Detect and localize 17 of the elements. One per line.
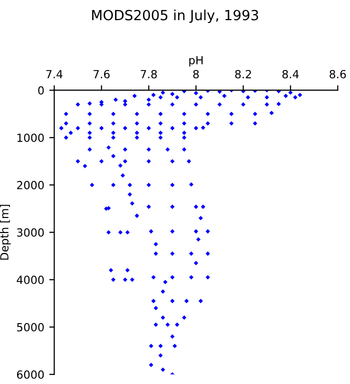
x-tick-label: 8.6 (330, 70, 346, 78)
y-tick-label: 4000 (16, 276, 44, 284)
y-tick-label: 5000 (17, 323, 44, 332)
x-tick-label: 7.8 (140, 70, 157, 78)
x-axis-title: pH (189, 56, 203, 67)
x-tick-label: 8 (193, 70, 199, 78)
y-tick-label: 0 (38, 86, 44, 95)
x-tick-label: 8.2 (235, 70, 251, 78)
y-tick-label: 1000 (17, 134, 44, 142)
chart-title: MODS2005 in July, 1993 (92, 10, 258, 24)
x-tick-label: 7.4 (46, 70, 62, 78)
y-tick-label: 2000 (17, 180, 44, 190)
y-tick-label: 6000 (17, 370, 44, 379)
y-tick-label: 3000 (17, 228, 44, 237)
x-tick-label: 7.6 (94, 70, 110, 78)
x-tick-label: 8.4 (282, 70, 299, 78)
y-axis-title: Depth [m] (0, 204, 11, 260)
